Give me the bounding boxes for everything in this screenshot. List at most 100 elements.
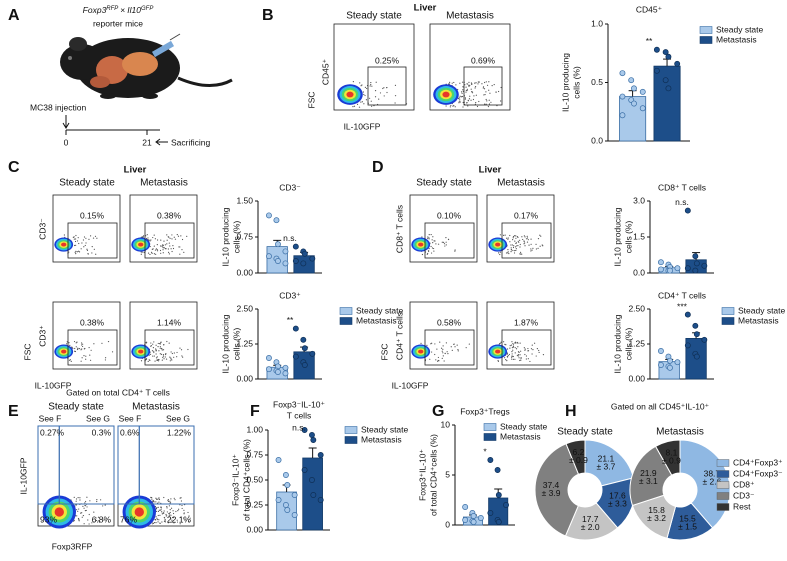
legend-swatch <box>716 459 730 467</box>
event-dot <box>447 238 450 240</box>
event-dot <box>461 92 463 94</box>
event-dot <box>486 100 488 102</box>
event-dot <box>445 105 447 107</box>
bar <box>653 65 681 142</box>
legend-swatch <box>716 492 730 500</box>
data-point <box>701 336 708 343</box>
event-dot <box>89 359 92 361</box>
event-dot <box>75 244 77 246</box>
event-dot <box>450 346 452 348</box>
event-dot <box>521 253 523 255</box>
event-dot <box>161 245 163 247</box>
event-dot <box>179 246 181 248</box>
event-dot <box>451 82 453 84</box>
data-point <box>265 212 272 219</box>
y-tick-label: 0.00 <box>246 524 263 534</box>
chart-title: CD4⁺ T cells <box>658 290 706 300</box>
event-dot <box>150 496 152 499</box>
event-dot <box>165 353 167 355</box>
event-dot <box>509 345 511 347</box>
event-dot <box>362 91 364 93</box>
title-part: Il10 <box>127 5 141 15</box>
legend-swatch <box>721 317 735 325</box>
event-dot <box>96 500 98 503</box>
event-dot <box>82 239 85 241</box>
event-dot <box>511 353 513 355</box>
data-point <box>684 342 691 349</box>
event-dot <box>102 519 104 521</box>
event-dot <box>167 499 169 501</box>
event-dot <box>156 498 158 500</box>
segment-label: 15.5 <box>679 513 696 523</box>
y-tick-label: 1.0 <box>591 18 603 28</box>
event-dot <box>75 342 77 344</box>
event-dot <box>174 499 176 501</box>
flow-plot-frame <box>52 301 121 370</box>
event-dot <box>101 342 103 344</box>
event-dot <box>428 248 430 250</box>
event-dot <box>370 83 372 86</box>
event-dot <box>462 101 464 104</box>
event-dot <box>507 251 509 253</box>
event-dot <box>189 517 191 519</box>
data-point <box>692 253 699 260</box>
y-tick-label: 0.75 <box>246 449 263 459</box>
event-dot <box>89 354 91 356</box>
event-dot <box>84 505 87 507</box>
legend-label: Steady state <box>356 305 404 315</box>
event-dot <box>91 252 93 254</box>
event-dot <box>162 355 165 357</box>
event-dot <box>450 104 452 107</box>
event-dot <box>453 343 455 346</box>
event-dot <box>453 81 455 84</box>
event-dot <box>499 234 501 236</box>
event-dot <box>361 84 363 86</box>
data-point <box>657 362 664 368</box>
event-dot <box>162 349 165 351</box>
event-dot <box>442 241 445 243</box>
event-dot <box>537 238 540 240</box>
event-dot <box>361 101 363 103</box>
event-dot <box>458 97 460 100</box>
event-dot <box>437 243 440 245</box>
event-dot <box>104 504 106 506</box>
data-point <box>309 350 316 357</box>
event-dot <box>524 242 526 244</box>
segment-label: 21.1 <box>598 453 615 463</box>
event-dot <box>181 355 183 357</box>
axis-label: CD8⁺ T cells <box>394 205 404 253</box>
data-point <box>701 262 708 269</box>
axis-label: IL-10GFP <box>344 121 381 131</box>
event-dot <box>457 349 459 351</box>
event-dot <box>444 352 446 354</box>
segment-label: ± 2.0 <box>581 522 600 532</box>
event-dot <box>353 105 356 107</box>
event-dot <box>160 341 162 343</box>
event-dot <box>166 511 168 513</box>
event-dot <box>73 236 75 238</box>
column-title: Metastasis <box>497 178 545 189</box>
title-part: RFP <box>106 6 118 12</box>
event-dot <box>542 245 544 247</box>
event-dot <box>523 235 525 237</box>
event-dot <box>160 509 162 511</box>
gate <box>367 66 407 106</box>
event-dot <box>73 238 75 240</box>
event-dot <box>142 236 144 238</box>
event-dot <box>466 102 468 104</box>
event-dot <box>170 248 172 250</box>
data-point <box>495 519 502 525</box>
event-dot <box>442 352 444 354</box>
event-dot <box>153 245 155 247</box>
event-dot <box>169 511 171 514</box>
panel-letter: A <box>8 7 20 24</box>
event-dot <box>159 343 161 345</box>
event-dot <box>356 103 359 105</box>
data-point <box>300 336 307 343</box>
data-point <box>665 85 672 92</box>
event-dot <box>513 245 515 247</box>
event-dot <box>536 347 538 350</box>
event-dot <box>162 244 164 246</box>
event-dot <box>445 244 447 246</box>
gate-percent: 0.17% <box>514 210 539 220</box>
